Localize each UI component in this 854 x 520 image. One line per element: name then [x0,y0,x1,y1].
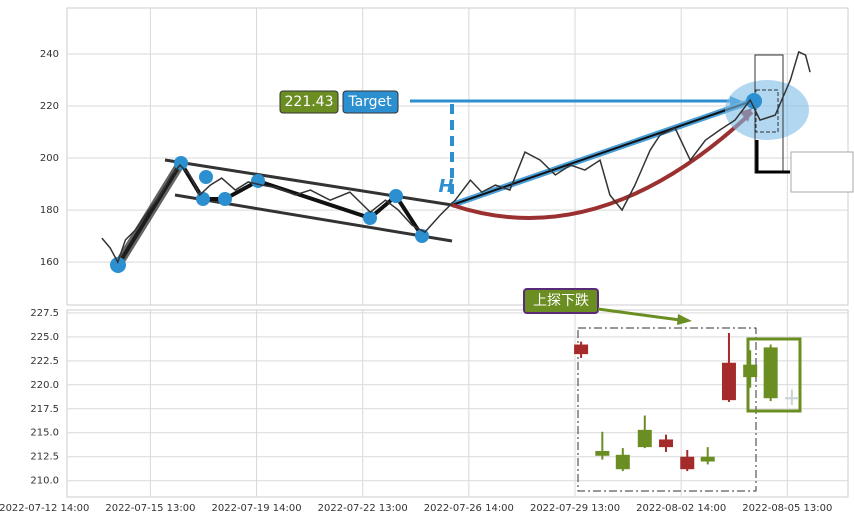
x-tick-label: 2022-07-12 14:00 [0,503,89,514]
y-tick-label: 180 [40,205,59,216]
y-tick-label: 220 [40,101,59,112]
candle-body [743,364,758,378]
y-tick-label: 200 [40,153,59,164]
y-tick-label: 160 [40,257,59,268]
y-tick-label: 217.5 [30,404,59,415]
y-tick-label: 212.5 [30,452,59,463]
y-tick-label: 222.5 [30,356,59,367]
plot-frame [66,7,849,306]
price-line [101,50,811,264]
y-tick-label: 240 [40,49,59,60]
candle-body [680,456,695,470]
candle-body [574,344,589,355]
candle-body [700,456,715,462]
candle-body [659,439,674,448]
y-tick-label: 210.0 [30,476,59,487]
candle-body [763,347,778,399]
candle-body [721,362,736,401]
candle-body [784,397,799,400]
x-tick-label: 2022-07-29 13:00 [530,503,620,514]
x-tick-label: 2022-07-26 14:00 [424,503,514,514]
x-tick-label: 2022-08-02 14:00 [636,503,726,514]
price-label: 221.43 [285,94,334,110]
pattern-label: 上探下跌 [533,293,589,309]
x-tick-label: 2022-07-19 14:00 [212,503,302,514]
x-tick-label: 2022-07-22 13:00 [318,503,408,514]
candle-body [595,450,610,456]
target-label: Target [347,94,392,110]
x-tick-label: 2022-07-15 13:00 [105,503,195,514]
y-tick-label: 225.0 [30,332,59,343]
y-tick-label: 215.0 [30,428,59,439]
plot-frame [66,309,849,498]
y-tick-label: 220.0 [30,380,59,391]
y-tick-label: 227.5 [30,308,59,319]
h-label: H [438,176,453,197]
x-tick-label: 2022-08-05 13:00 [742,503,832,514]
candle-body [615,454,630,470]
candle-body [637,429,652,448]
